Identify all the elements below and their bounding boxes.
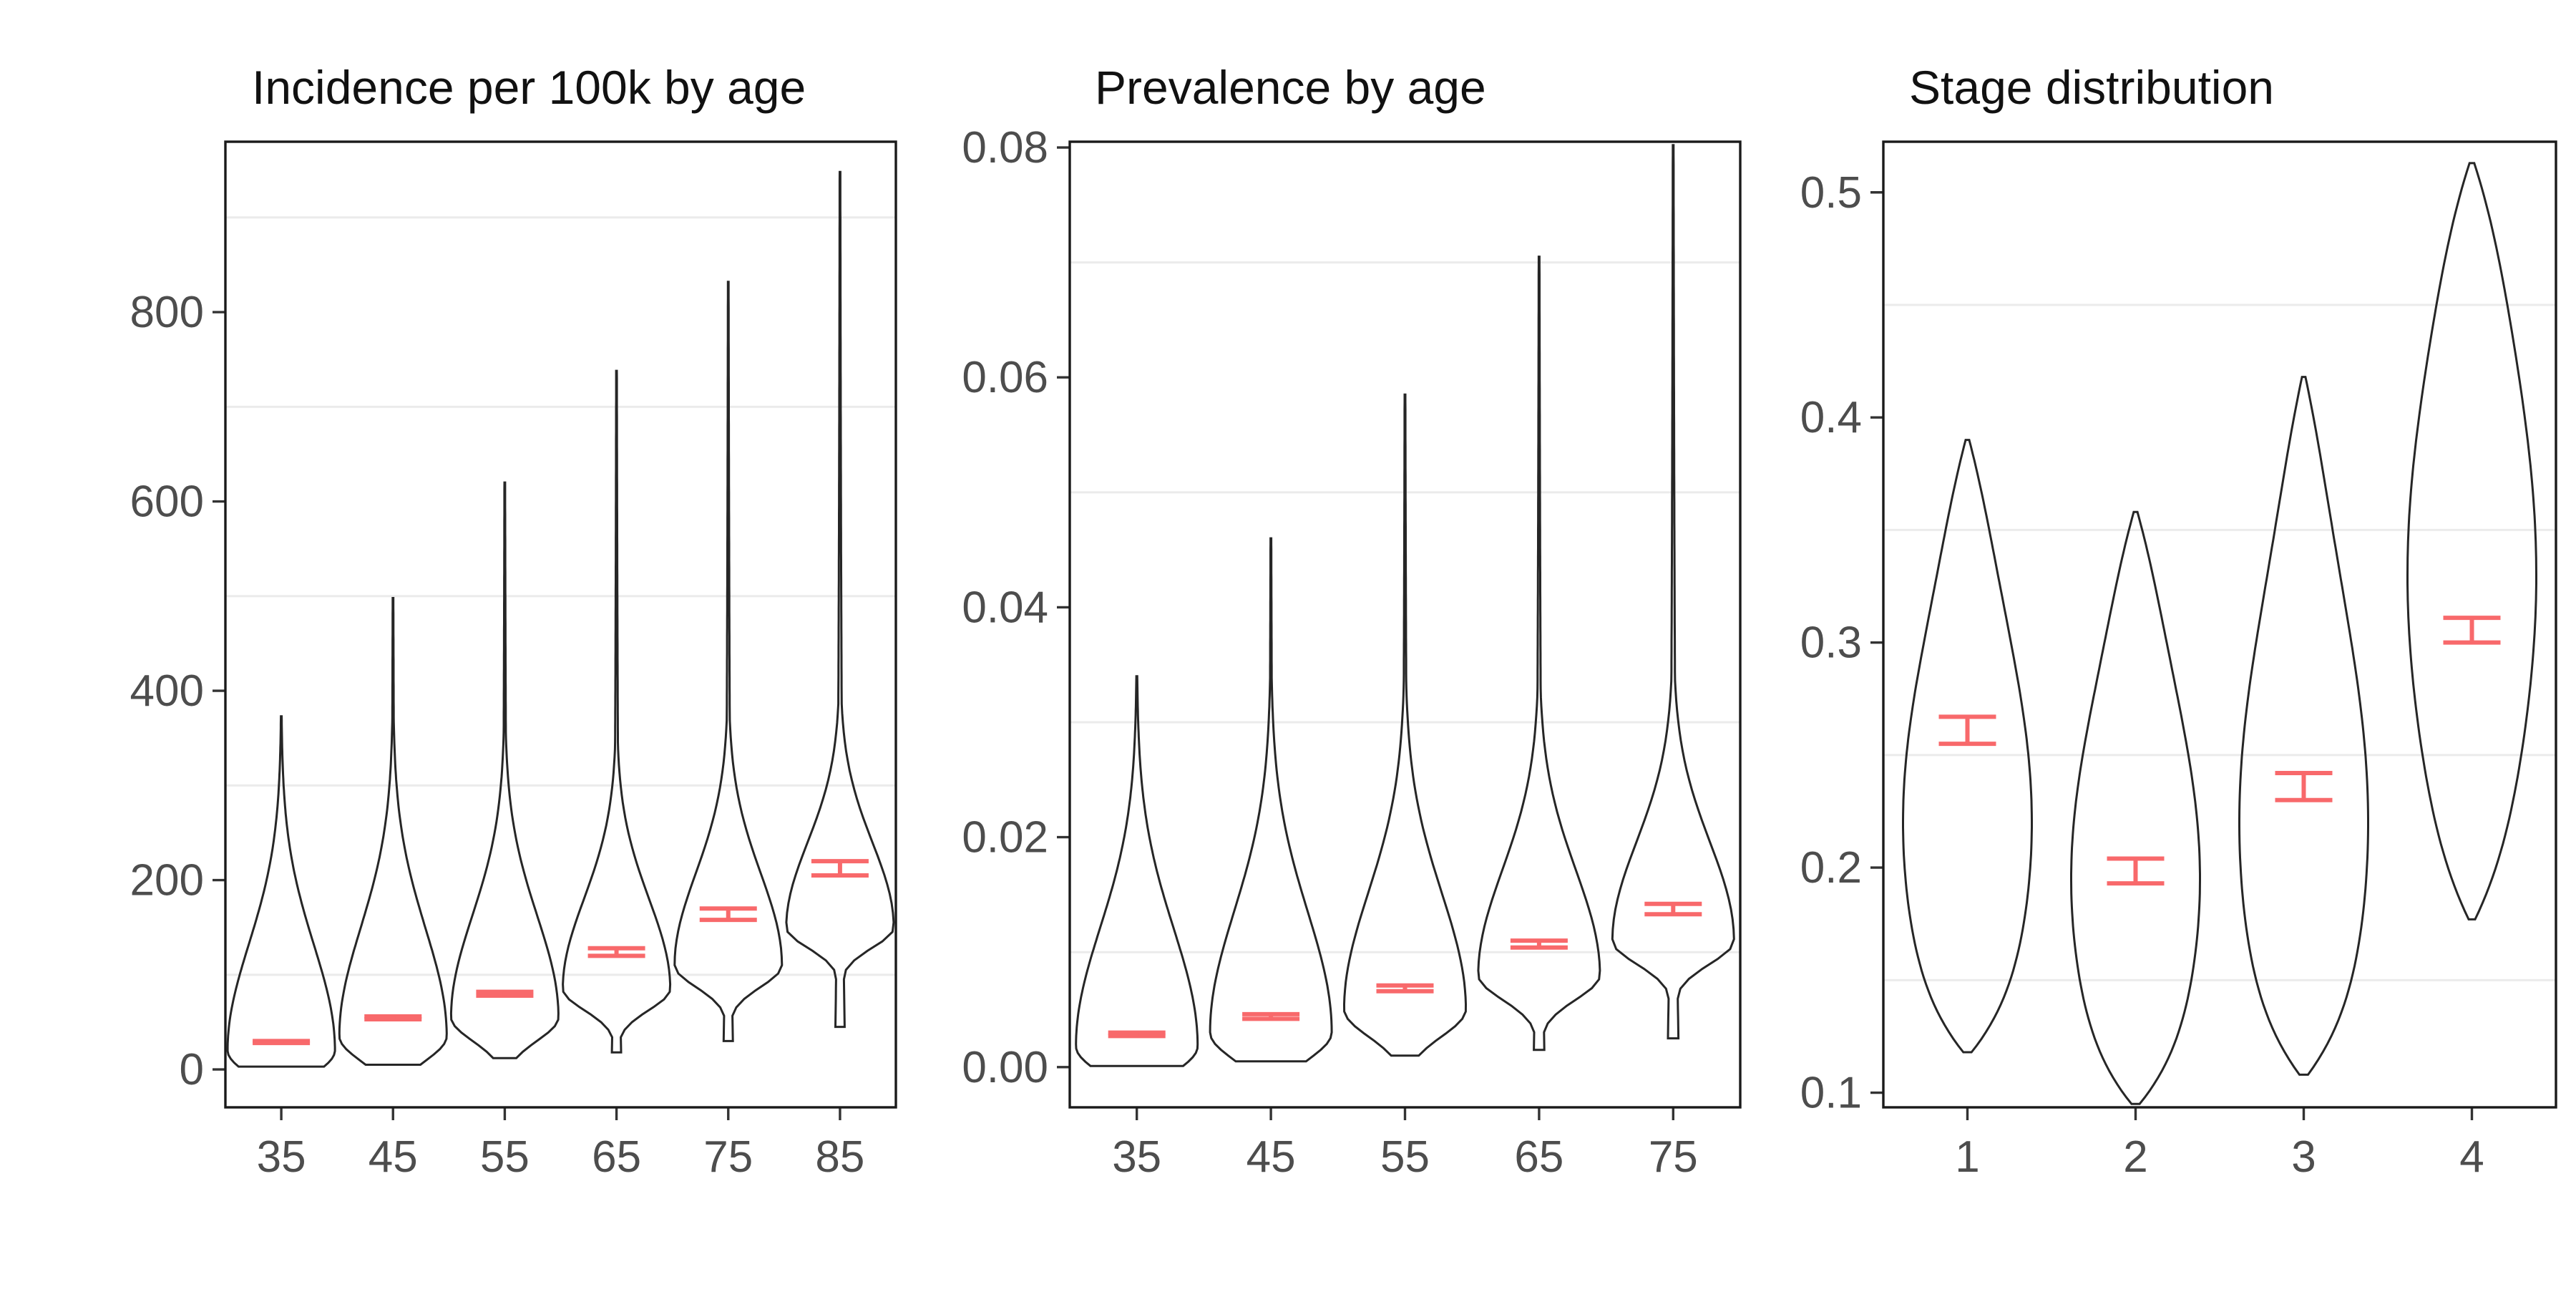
violin-75: [673, 281, 784, 1042]
panel-title: Prevalence by age: [1095, 61, 1486, 114]
x-tick-label: 45: [1246, 1132, 1296, 1182]
panel-border: [1882, 140, 2557, 1109]
y-tick-label: 0.02: [962, 813, 1048, 863]
interval-4: [2443, 616, 2501, 645]
x-tick-label: 45: [369, 1132, 418, 1182]
interval-35: [253, 1039, 311, 1046]
interval-45: [1242, 1011, 1300, 1021]
y-tick-label: 0.00: [962, 1043, 1048, 1092]
violin-35: [226, 715, 336, 1068]
y-tick-label: 0: [180, 1045, 204, 1094]
interval-1: [1938, 714, 1996, 747]
interval-2: [2107, 856, 2165, 886]
x-tick-label: 65: [592, 1132, 641, 1182]
panel-stage: Stage distribution 0.1 0.2 0.3 0.4 0.5 1 2 3 4: [1800, 61, 2557, 1182]
x-tick-label: 35: [257, 1132, 306, 1182]
y-tick-label: 0.2: [1800, 843, 1862, 893]
y-tick-label: 0.4: [1800, 393, 1862, 442]
panel-border: [224, 140, 897, 1109]
interval-35: [1108, 1030, 1166, 1039]
y-tick-label: 0.08: [962, 123, 1048, 173]
violin-85: [785, 170, 895, 1029]
violin-55: [449, 481, 560, 1059]
panel-title: Stage distribution: [1909, 61, 2274, 114]
x-tick-label: 2: [2123, 1132, 2147, 1182]
violin-55: [1342, 393, 1468, 1057]
y-tick-label: 0.5: [1800, 168, 1862, 218]
y-tick-label: 0.1: [1800, 1069, 1862, 1118]
violin-65: [1477, 256, 1601, 1051]
panel-border: [1068, 140, 1742, 1109]
y-tick-label: 0.04: [962, 583, 1048, 632]
interval-65: [1510, 938, 1568, 950]
x-tick-label: 3: [2291, 1132, 2316, 1182]
y-tick-label: 600: [130, 477, 204, 527]
violin-45: [1209, 537, 1333, 1063]
y-tick-label: 0.06: [962, 353, 1048, 402]
violin-4: [2406, 162, 2537, 921]
interval-65: [587, 946, 645, 958]
x-tick-label: 1: [1955, 1132, 1979, 1182]
panel-incidence: Incidence per 100k by age 0 200 400 600 800 3…: [130, 61, 897, 1182]
panel-title: Incidence per 100k by age: [252, 61, 806, 114]
x-tick-label: 75: [703, 1132, 753, 1182]
interval-85: [811, 859, 869, 878]
violin-3: [2238, 376, 2369, 1076]
y-tick-label: 0.3: [1800, 618, 1862, 668]
interval-55: [1376, 983, 1434, 994]
violin-75: [1611, 144, 1735, 1040]
interval-75: [699, 906, 757, 923]
x-tick-label: 55: [480, 1132, 530, 1182]
violin-65: [562, 369, 672, 1054]
panel-prevalence: Prevalence by age 0.00 0.02 0.04 0.06 0.08 35…: [962, 61, 1742, 1182]
violin-2: [2070, 510, 2201, 1105]
x-tick-label: 35: [1112, 1132, 1161, 1182]
violin-35: [1075, 675, 1199, 1067]
interval-55: [476, 989, 534, 998]
interval-45: [364, 1014, 422, 1022]
interval-75: [1644, 901, 1702, 917]
y-tick-label: 400: [130, 666, 204, 716]
x-tick-label: 55: [1380, 1132, 1430, 1182]
y-tick-label: 200: [130, 856, 204, 905]
interval-3: [2275, 771, 2333, 802]
violin-45: [338, 597, 448, 1066]
y-tick-label: 800: [130, 288, 204, 337]
x-tick-label: 85: [815, 1132, 864, 1182]
x-tick-label: 75: [1649, 1132, 1698, 1182]
x-tick-label: 65: [1514, 1132, 1563, 1182]
x-tick-label: 4: [2459, 1132, 2484, 1182]
violin-1: [1902, 439, 2033, 1054]
